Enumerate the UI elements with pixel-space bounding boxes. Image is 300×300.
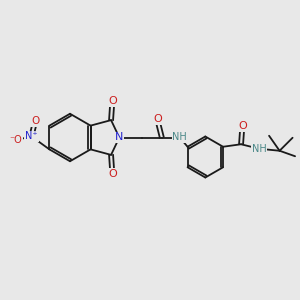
Text: O: O bbox=[31, 116, 39, 126]
Text: ⁻O: ⁻O bbox=[10, 135, 22, 145]
Text: NH: NH bbox=[252, 144, 266, 154]
Text: O: O bbox=[108, 169, 117, 178]
Text: O: O bbox=[238, 121, 247, 131]
Text: O: O bbox=[153, 115, 162, 124]
Text: O: O bbox=[108, 96, 117, 106]
Text: N⁺: N⁺ bbox=[25, 131, 38, 141]
Text: NH: NH bbox=[172, 133, 187, 142]
Text: N: N bbox=[115, 133, 124, 142]
